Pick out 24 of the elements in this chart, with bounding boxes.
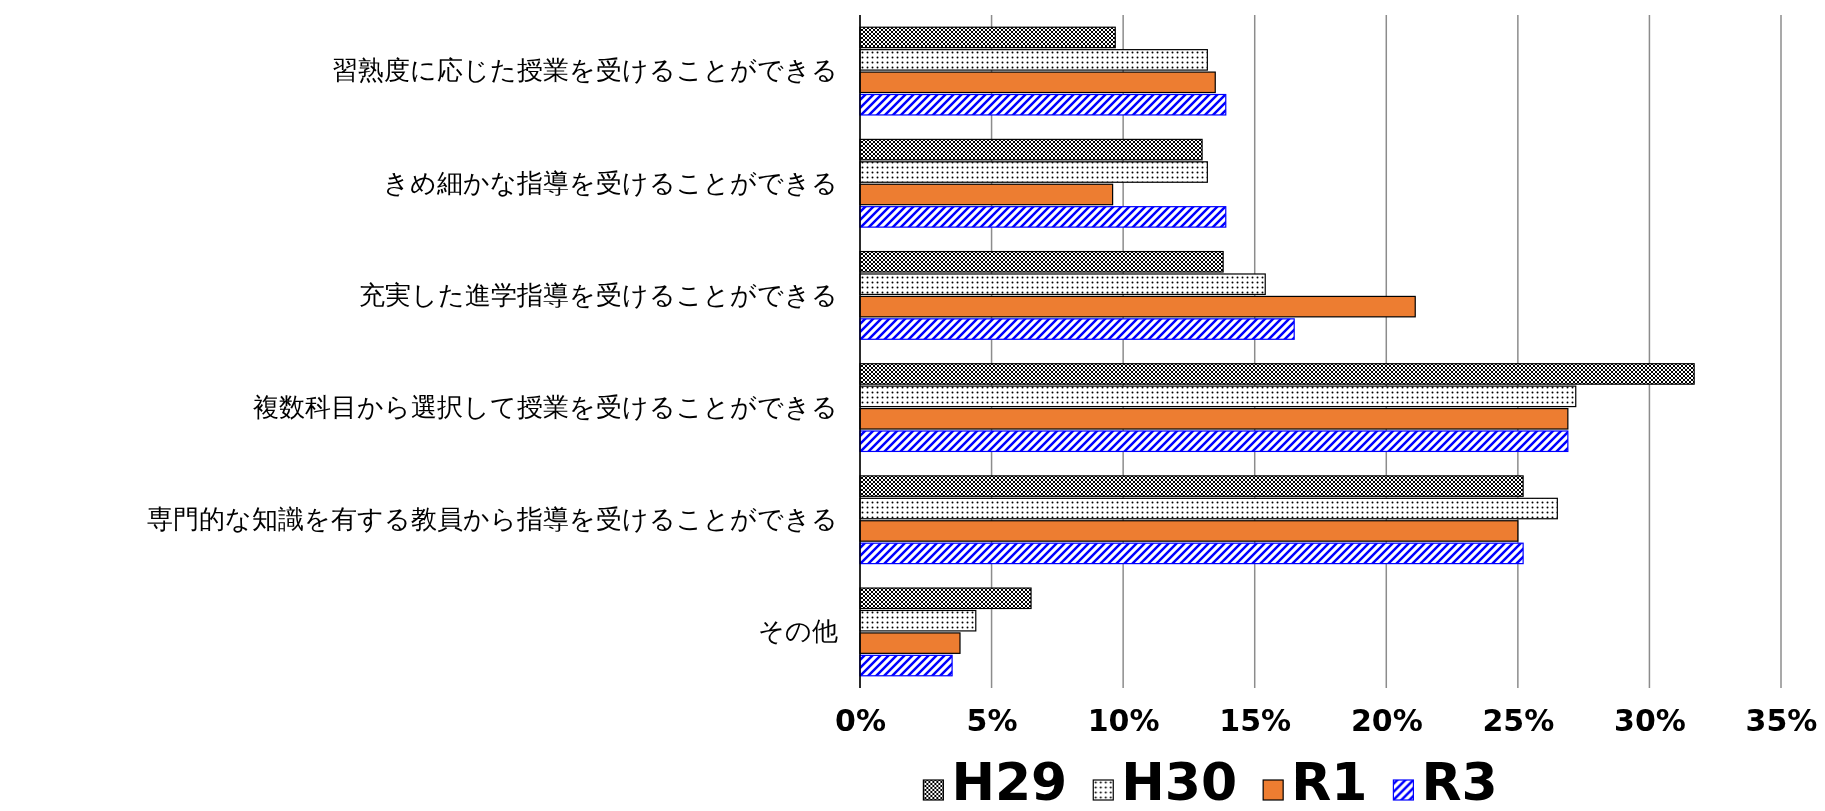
- legend-label: R1: [1291, 752, 1368, 811]
- bar: [859, 93, 1227, 116]
- x-tick-label: 15%: [1219, 703, 1292, 739]
- x-tick-label: 0%: [835, 703, 886, 739]
- x-tick-label: 10%: [1087, 703, 1160, 739]
- x-tick-label: 30%: [1614, 703, 1686, 739]
- x-tick-label: 5%: [966, 703, 1018, 739]
- legend-label: H30: [1121, 752, 1238, 811]
- bar: [859, 430, 1569, 453]
- x-tick-label: 20%: [1350, 703, 1423, 739]
- legend-label: H29: [951, 752, 1068, 811]
- x-tick-label: 25%: [1482, 703, 1555, 739]
- y-tick-label: きめ細かな指導を受けることができる: [383, 167, 838, 198]
- x-tick-label: 35%: [1745, 703, 1818, 739]
- legend-label: R3: [1421, 752, 1498, 811]
- bar: [859, 542, 1524, 565]
- y-tick-label: 習熟度に応じた授業を受けることができる: [332, 55, 838, 86]
- bar: [859, 206, 1227, 228]
- bar: [859, 654, 953, 677]
- y-tick-label: 充実した進学指導を受けることができる: [359, 279, 838, 310]
- bar: [859, 318, 1295, 340]
- y-tick-label: 複数科目から選択して授業を受けることができる: [253, 391, 838, 422]
- y-tick-label: 専門的な知識を有する教員から指導を受けることができる: [147, 504, 838, 535]
- y-tick-label: その他: [758, 616, 838, 647]
